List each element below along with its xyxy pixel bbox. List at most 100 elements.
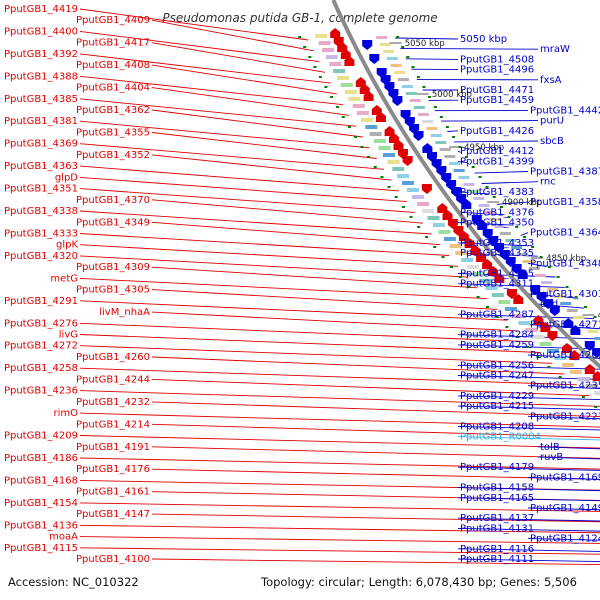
left-feature-label[interactable]: PputGB1_4338 [4, 206, 78, 217]
left-feature-label[interactable]: livG [59, 330, 78, 341]
right-feature-label[interactable]: PputGB1_4259 [460, 340, 534, 351]
right-feature-label[interactable]: PputGB1_4364 [530, 228, 600, 239]
right-feature-label[interactable]: PputGB1_4111 [460, 554, 534, 565]
right-feature-label[interactable]: PputGB1_4496 [460, 65, 534, 76]
right-feature-label[interactable]: dcd [540, 299, 558, 310]
right-feature-label[interactable]: PputGB1_4247 [460, 371, 534, 382]
right-feature-label[interactable]: 5050 kbp [460, 34, 507, 45]
left-feature-label[interactable]: rimO [53, 408, 78, 419]
left-feature-label[interactable]: PputGB1_4404 [76, 83, 150, 94]
left-feature-label[interactable]: PputGB1_4419 [4, 4, 78, 15]
right-feature-label[interactable]: PputGB1_4412 [460, 146, 534, 157]
left-feature-label[interactable]: PputGB1_4258 [4, 363, 78, 374]
right-feature-label[interactable]: PputGB1_R0084 [460, 432, 541, 443]
left-feature-label[interactable]: metG [50, 273, 78, 284]
left-feature-label[interactable]: PputGB1_4214 [76, 419, 150, 430]
left-feature-label[interactable]: PputGB1_4381 [4, 116, 78, 127]
left-feature-label[interactable]: PputGB1_4408 [76, 60, 150, 71]
left-feature-label[interactable]: PputGB1_4176 [76, 464, 150, 475]
right-feature-label[interactable]: PputGB1_4358 [530, 197, 600, 208]
left-feature-label[interactable]: PputGB1_4417 [76, 38, 150, 49]
left-feature-label[interactable]: PputGB1_4349 [76, 217, 150, 228]
left-feature-label[interactable]: PputGB1_4191 [76, 442, 150, 453]
left-feature-label[interactable]: PputGB1_4355 [76, 128, 150, 139]
left-feature-label[interactable]: PputGB1_4409 [76, 15, 150, 26]
right-feature-label[interactable]: mraW [540, 44, 570, 55]
right-feature-label[interactable]: PputGB1_4311 [460, 279, 534, 290]
right-feature-label[interactable]: PputGB1_4350 [460, 218, 534, 229]
left-feature-label[interactable]: PputGB1_4236 [4, 386, 78, 397]
right-feature-label[interactable]: PputGB1_4387 [530, 167, 600, 178]
right-feature-label[interactable]: PputGB1_4137 [460, 513, 534, 524]
right-feature-label[interactable]: PputGB1_4256 [460, 360, 534, 371]
right-feature-label[interactable]: PputGB1_4376 [460, 207, 534, 218]
left-feature-label[interactable]: PputGB1_4168 [4, 475, 78, 486]
left-feature-label[interactable]: PputGB1_4370 [76, 195, 150, 206]
right-feature-label[interactable]: rnc [540, 177, 556, 188]
right-feature-label[interactable]: tolB [540, 442, 560, 453]
right-feature-label[interactable]: PputGB1_4353 [460, 238, 534, 249]
left-feature-label[interactable]: PputGB1_4392 [4, 49, 78, 60]
right-feature-label[interactable]: PputGB1_4426 [460, 126, 534, 137]
right-feature-label[interactable]: purU [540, 116, 564, 127]
left-feature-label[interactable]: PputGB1_4154 [4, 498, 78, 509]
left-feature-label[interactable]: PputGB1_4388 [4, 71, 78, 82]
left-feature-label[interactable]: PputGB1_4351 [4, 184, 78, 195]
right-feature-label[interactable]: PputGB1_4208 [460, 422, 534, 433]
left-feature-label[interactable]: PputGB1_4363 [4, 161, 78, 172]
left-feature-label[interactable]: livM_nhaA [99, 307, 150, 318]
right-feature-label[interactable]: PputGB1_4271 [530, 320, 600, 331]
right-feature-label[interactable]: PputGB1_4284 [460, 330, 534, 341]
left-feature-label[interactable]: PputGB1_4232 [76, 397, 150, 408]
left-feature-label[interactable]: PputGB1_4400 [4, 26, 78, 37]
left-feature-label[interactable]: PputGB1_4147 [76, 509, 150, 520]
right-feature-label[interactable]: PputGB1_4165 [460, 493, 534, 504]
right-feature-label[interactable]: PputGB1_4301 [530, 289, 600, 300]
right-feature-label[interactable]: PputGB1_4508 [460, 54, 534, 65]
left-feature-label[interactable]: PputGB1_4362 [76, 105, 150, 116]
right-feature-label[interactable]: PputGB1_4459 [460, 95, 534, 106]
left-feature-label[interactable]: PputGB1_4100 [76, 554, 150, 565]
right-feature-label[interactable]: PputGB1_4179 [460, 462, 534, 473]
left-feature-label[interactable]: PputGB1_4136 [4, 520, 78, 531]
right-feature-label[interactable]: PputGB1_4223 [530, 411, 600, 422]
left-feature-label[interactable]: PputGB1_4115 [4, 543, 78, 554]
right-feature-label[interactable]: PputGB1_4399 [460, 156, 534, 167]
left-feature-label[interactable]: PputGB1_4385 [4, 94, 78, 105]
left-feature-label[interactable]: PputGB1_4333 [4, 229, 78, 240]
left-feature-label[interactable]: PputGB1_4276 [4, 318, 78, 329]
left-feature-label[interactable]: glpD [55, 172, 78, 183]
left-feature-label[interactable]: PputGB1_4272 [4, 341, 78, 352]
right-feature-label[interactable]: PputGB1_4149 [530, 503, 600, 514]
right-feature-label[interactable]: PputGB1_4348 [530, 258, 600, 269]
right-feature-label[interactable]: PputGB1_4325 [460, 269, 534, 280]
left-feature-label[interactable]: PputGB1_4260 [76, 352, 150, 363]
left-feature-label[interactable]: PputGB1_4352 [76, 150, 150, 161]
left-feature-label[interactable]: PputGB1_4305 [76, 285, 150, 296]
left-feature-label[interactable]: PputGB1_4369 [4, 139, 78, 150]
left-feature-label[interactable]: PputGB1_4209 [4, 431, 78, 442]
left-feature-label[interactable]: PputGB1_4309 [76, 262, 150, 273]
right-feature-label[interactable]: PputGB1_4158 [460, 483, 534, 494]
right-feature-label[interactable]: PputGB1_4471 [460, 85, 534, 96]
right-feature-label[interactable]: PputGB1_4442 [530, 105, 600, 116]
right-feature-label[interactable]: PputGB1_4215 [460, 401, 534, 412]
left-feature-label[interactable]: PputGB1_4244 [76, 374, 150, 385]
left-feature-label[interactable]: PputGB1_4161 [76, 487, 150, 498]
left-feature-label[interactable]: moaA [49, 532, 78, 543]
right-feature-label[interactable]: PputGB1_4124 [530, 534, 600, 545]
right-feature-label[interactable]: PputGB1_4287 [460, 309, 534, 320]
right-feature-label[interactable]: PputGB1_4383 [460, 187, 534, 198]
right-feature-label[interactable]: PputGB1_4229 [460, 391, 534, 402]
left-feature-label[interactable]: glpK [56, 240, 78, 251]
right-feature-label[interactable]: PputGB1_4116 [460, 544, 534, 555]
right-feature-label[interactable]: ruvB [540, 452, 563, 463]
left-feature-label[interactable]: PputGB1_4320 [4, 251, 78, 262]
right-feature-label[interactable]: PputGB1_4169 [530, 472, 600, 483]
right-feature-label[interactable]: sbcB [540, 136, 564, 147]
left-feature-label[interactable]: PputGB1_4291 [4, 296, 78, 307]
right-feature-label[interactable]: fxsA [540, 75, 562, 86]
left-feature-label[interactable]: PputGB1_4186 [4, 453, 78, 464]
right-feature-label[interactable]: PputGB1_4131 [460, 523, 534, 534]
right-feature-label[interactable]: PputGB1_4235 [530, 381, 600, 392]
